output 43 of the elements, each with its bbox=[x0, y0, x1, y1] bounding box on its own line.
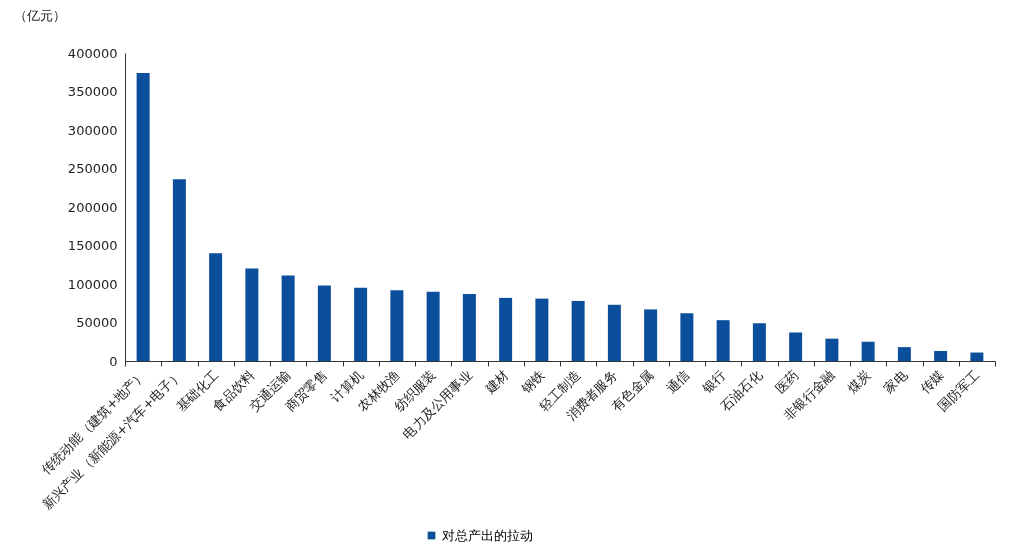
y-tick-label: 350000 bbox=[67, 84, 118, 99]
x-tick-label: 医药 bbox=[772, 366, 802, 396]
y-tick-label: 250000 bbox=[67, 161, 118, 176]
y-tick-label: 50000 bbox=[76, 315, 118, 330]
bar bbox=[825, 338, 839, 361]
bar bbox=[172, 179, 186, 361]
x-tick-label: 钢铁 bbox=[517, 366, 548, 397]
bar bbox=[209, 253, 223, 361]
y-tick-label: 150000 bbox=[67, 238, 118, 253]
bar bbox=[535, 298, 549, 361]
bar bbox=[680, 313, 694, 361]
bar bbox=[607, 304, 621, 361]
bar bbox=[970, 352, 984, 361]
bar bbox=[426, 291, 440, 361]
x-tick-label: 银行 bbox=[698, 366, 729, 397]
bar bbox=[934, 350, 948, 361]
bar bbox=[354, 287, 368, 361]
x-tick-label: 传媒 bbox=[917, 366, 947, 396]
y-tick-label: 100000 bbox=[67, 276, 118, 292]
x-tick-label: 煤炭 bbox=[844, 366, 874, 396]
bar bbox=[317, 285, 331, 361]
bar bbox=[897, 347, 911, 361]
y-tick-label: 300000 bbox=[67, 122, 118, 138]
legend-label: 对总产出的拉动 bbox=[442, 527, 533, 543]
y-tick-label: 200000 bbox=[67, 199, 118, 215]
bar bbox=[136, 73, 150, 361]
bar bbox=[245, 268, 259, 361]
y-axis-title: （亿元） bbox=[14, 8, 66, 23]
bar bbox=[390, 290, 404, 361]
bar bbox=[281, 275, 295, 361]
y-tick-label: 0 bbox=[109, 353, 118, 369]
y-tick-label: 400000 bbox=[67, 45, 118, 61]
bar bbox=[752, 323, 766, 361]
x-tick-label: 建材 bbox=[481, 366, 512, 397]
bar bbox=[789, 332, 803, 361]
bar bbox=[716, 320, 730, 361]
x-tick-label: 家电 bbox=[880, 366, 910, 396]
bar bbox=[571, 300, 585, 361]
bar bbox=[462, 294, 476, 361]
x-tick-label: 通信 bbox=[663, 366, 693, 396]
bar bbox=[861, 341, 875, 361]
bar bbox=[644, 309, 658, 361]
bar bbox=[499, 297, 513, 361]
